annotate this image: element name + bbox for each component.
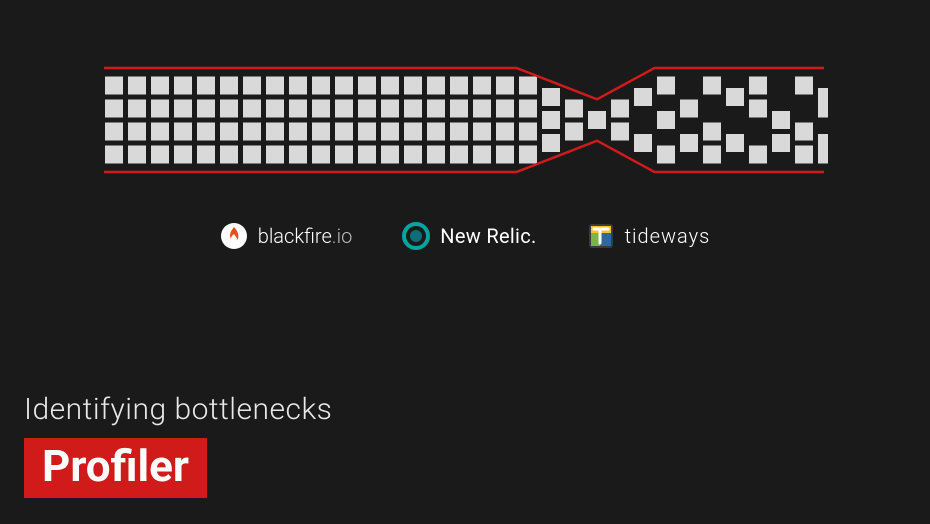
logo-newrelic: New Relic.	[402, 222, 536, 250]
bottleneck-diagram	[102, 65, 828, 175]
t-mark-icon	[587, 222, 615, 250]
ring-icon	[402, 222, 430, 250]
flame-icon	[220, 222, 248, 250]
logo-blackfire: blackfire.io	[220, 222, 353, 250]
logo-tideways-label: tideways	[625, 224, 711, 248]
slide-title: Profiler	[24, 438, 207, 498]
logo-tideways: tideways	[587, 222, 711, 250]
logo-blackfire-label: blackfire.io	[258, 224, 353, 248]
slide-subtitle: Identifying bottlenecks	[24, 392, 332, 427]
logo-newrelic-label: New Relic.	[440, 224, 536, 248]
tool-logos-row: blackfire.io New Relic. tideways	[0, 222, 930, 250]
